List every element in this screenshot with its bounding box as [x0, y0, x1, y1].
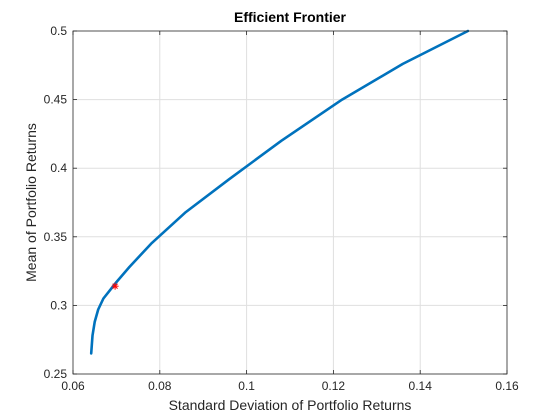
x-tick-label: 0.1 — [238, 379, 255, 393]
x-tick-label: 0.08 — [148, 379, 172, 393]
y-tick-label: 0.5 — [50, 24, 67, 38]
plot-frame — [72, 30, 508, 375]
star-marker-stroke — [112, 283, 118, 289]
y-tick-label: 0.4 — [50, 161, 67, 175]
y-tick-label: 0.3 — [50, 298, 67, 312]
efficient-frontier-line — [89, 29, 470, 355]
x-axis-title: Standard Deviation of Portfolio Returns — [169, 397, 412, 413]
x-tick-label: 0.16 — [495, 379, 519, 393]
series-layer — [89, 29, 470, 355]
x-tick-label: 0.14 — [409, 379, 433, 393]
star-marker — [111, 282, 119, 290]
y-tick-label: 0.45 — [44, 93, 68, 107]
x-tick-label: 0.12 — [322, 379, 346, 393]
ticks-layer: 0.06 0.08 0.1 0.12 0.14 0.16 0.25 0.3 0.35 0.4 0.4… — [44, 24, 519, 393]
plot-area — [73, 31, 507, 374]
x-tick-label: 0.06 — [61, 379, 85, 393]
y-tick-label: 0.35 — [44, 230, 68, 244]
chart-title: Efficient Frontier — [234, 9, 347, 25]
y-axis-title: Mean of Portfolio Returns — [23, 123, 39, 282]
y-tick-label: 0.25 — [44, 367, 68, 381]
grid-lines — [73, 31, 507, 374]
